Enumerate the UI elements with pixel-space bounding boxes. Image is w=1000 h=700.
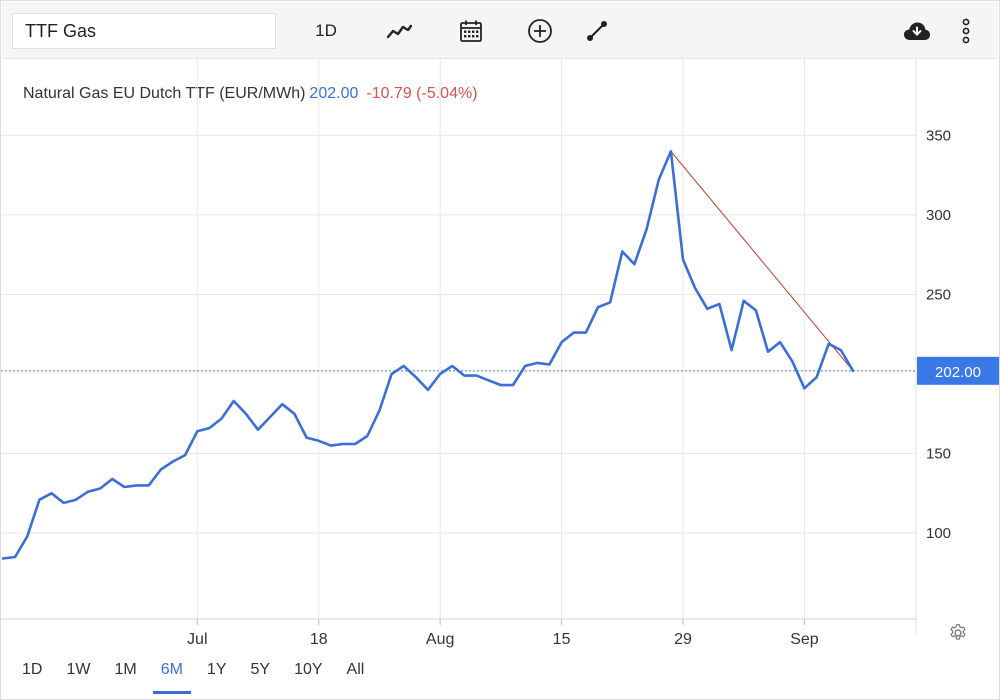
range-1m[interactable]: 1M — [114, 661, 137, 678]
range-1w[interactable]: 1W — [66, 661, 91, 678]
add-circle-icon — [528, 19, 552, 43]
toolbar: TTF Gas 1D — [2, 2, 998, 59]
range-all[interactable]: All — [346, 661, 365, 678]
y-tick-label: 100 — [926, 525, 951, 542]
y-tick-label: 150 — [926, 446, 951, 463]
range-selector: 1D 1W 1M 6M 1Y 5Y 10Y All — [17, 659, 383, 683]
x-tick-label: 29 — [674, 631, 692, 648]
x-tick-label: 15 — [553, 631, 571, 648]
interval-label: 1D — [315, 21, 337, 40]
symbol-search-input[interactable]: TTF Gas — [12, 13, 276, 49]
range-1y[interactable]: 1Y — [206, 661, 227, 678]
date-range-button[interactable] — [456, 14, 486, 48]
calendar-icon — [460, 20, 482, 42]
y-tick-label: 250 — [926, 286, 951, 303]
current-price-tag — [917, 356, 999, 385]
price-chart[interactable]: 350 300 250 150 100 Jul 18 Aug 15 29 Sep 202.00 — [1, 59, 1000, 659]
range-1d[interactable]: 1D — [22, 661, 43, 678]
settings-gear-icon[interactable] — [948, 623, 968, 643]
more-options-button[interactable] — [953, 14, 979, 48]
interval-button[interactable]: 1D — [306, 14, 346, 48]
chart-type-button[interactable] — [382, 14, 416, 48]
line-chart-icon — [386, 24, 412, 39]
instrument-name: Natural Gas EU Dutch TTF (EUR/MWh) — [23, 85, 306, 102]
x-tick-label: Aug — [426, 631, 454, 648]
draw-line-icon — [587, 21, 607, 41]
y-tick-label: 300 — [926, 207, 951, 224]
cloud-download-icon — [904, 22, 930, 40]
draw-tool-button[interactable] — [582, 14, 612, 48]
more-vertical-icon — [962, 18, 970, 44]
current-price-tag-label: 202.00 — [935, 364, 981, 381]
trend-line[interactable] — [670, 150, 854, 372]
x-tick-label: Jul — [187, 631, 207, 648]
range-6m[interactable]: 6M — [160, 661, 183, 678]
last-price: 202.00 — [309, 85, 359, 102]
chart-title: Natural Gas EU Dutch TTF (EUR/MWh) 202.00… — [23, 85, 478, 103]
price-change: -10.79 (-5.04%) — [366, 85, 478, 102]
download-button[interactable] — [900, 14, 934, 48]
price-series-line — [1, 150, 855, 560]
y-tick-label: 350 — [926, 127, 951, 144]
active-range-indicator — [153, 691, 191, 694]
range-10y[interactable]: 10Y — [294, 661, 323, 678]
compare-button[interactable] — [525, 14, 555, 48]
range-5y[interactable]: 5Y — [250, 661, 271, 678]
x-tick-label: Sep — [790, 631, 819, 648]
x-tick-label: 18 — [310, 631, 328, 648]
